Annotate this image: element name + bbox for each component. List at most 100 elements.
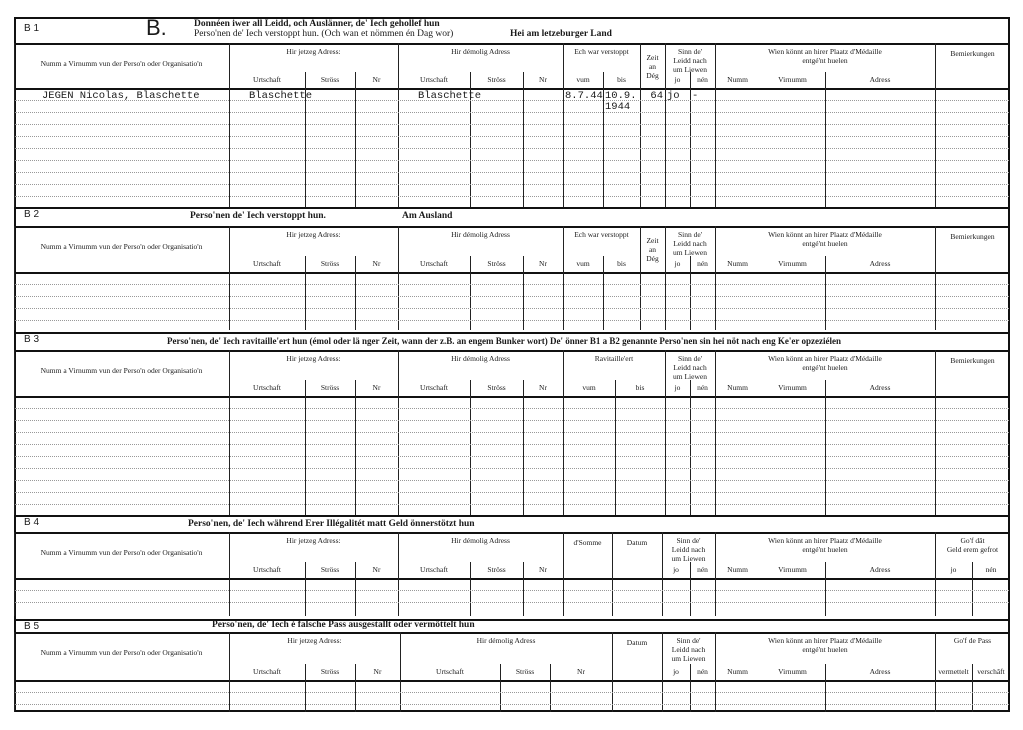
column-divider [935,43,936,208]
header-bottom-line [14,680,1010,682]
header-top-line [14,226,1010,228]
column-divider [229,632,230,712]
column-divider [665,226,666,330]
column-subheader: Numm [727,75,748,84]
row-line [15,124,1009,125]
column-subheader: Urtschaft [253,259,281,268]
row-line [15,590,1009,591]
row-line [15,296,1009,297]
column-subheader: bis [635,383,645,392]
column-group-header: Go'f de Pass [953,636,992,645]
table-cell: 10.9. 1944 [605,90,637,113]
table-cell: Blaschette [418,90,482,102]
table-cell: 8.7.44 [565,90,603,102]
header-bottom-line [14,396,1010,398]
subcolumn-divider [355,72,356,208]
column-subheader: Ströss [320,75,340,84]
column-subheader: Ströss [320,565,340,574]
column-subheader: Ströss [487,383,506,392]
row-line [15,480,1009,481]
column-subheader: Urtschaft [436,667,464,676]
subcolumn-divider [355,664,356,712]
column-divider [715,632,716,712]
column-header: Numm a Virnumm vun der Perso'n oder Orga… [40,648,203,657]
column-subheader: Urtschaft [253,75,281,84]
section-id: B 3 [24,334,40,345]
row-line [15,468,1009,469]
column-header: Bemierkungen [950,49,995,58]
column-divider [400,632,401,712]
column-group-header: Wien könnt an hirer Plaatz d'Médaille en… [768,536,882,554]
subcolumn-divider [355,256,356,330]
column-subheader: Urtschaft [420,383,448,392]
column-divider [229,43,230,208]
section-title: Perso'nen, de' Iech während Erer Illégal… [188,519,475,529]
column-subheader: Numm [727,565,748,574]
column-group-header: Hir démolig Adress [451,536,510,545]
subcolumn-divider [470,256,471,330]
row-line [15,136,1009,137]
column-subheader: Adress [869,259,891,268]
column-divider [935,532,936,616]
subcolumn-divider [470,380,471,516]
row-line [15,184,1009,185]
column-subheader: jo [674,383,681,392]
form-frame [14,17,1010,712]
section-title-right: Hei am letzeburger Land [510,29,612,39]
column-subheader: jo [950,565,957,574]
row-line [15,172,1009,173]
column-subheader: Nr [539,259,547,268]
section-title: Perso'nen, de' Iech ravitaille'ert hun (… [167,336,841,346]
subcolumn-divider [825,380,826,516]
column-divider [715,350,716,516]
row-line [15,308,1009,309]
section-id: B 1 [24,23,40,34]
column-divider [662,532,663,616]
subcolumn-divider [500,664,501,712]
column-subheader: vum [582,383,596,392]
column-group-header: Sinn de' Leidd nach um Liewen [671,536,706,563]
row-line [15,492,1009,493]
column-group-header: Hir démolig Adress [451,230,510,239]
column-header: Numm a Virnumm vun der Perso'n oder Orga… [40,548,203,557]
column-header: Bemierkungen [950,232,995,241]
subcolumn-divider [523,256,524,330]
column-subheader: vermettelt [938,667,969,676]
column-group-header: Sinn de' Leidd nach um Liewen [673,354,707,381]
column-header: Datum [626,638,648,647]
header-top-line [14,350,1010,352]
column-subheader: vum [576,259,590,268]
column-header: Zeit an Dég [646,236,659,263]
row-line [15,456,1009,457]
column-divider [14,632,15,712]
subcolumn-divider [523,72,524,208]
column-divider [398,532,399,616]
row-line [15,160,1009,161]
column-subheader: jo [674,259,681,268]
section-title-line2: Perso'nen de' Iech verstoppt hun. (Och w… [194,29,454,39]
column-subheader: Nr [372,383,381,392]
subcolumn-divider [550,664,551,712]
header-bottom-line [14,88,1010,90]
row-line [15,504,1009,505]
column-subheader: vum [576,75,590,84]
row-line [15,320,1009,321]
section-divider [14,207,1010,209]
column-group-header: Wien könnt an hirer Plaatz d'Médaille en… [768,230,882,248]
column-subheader: Ströss [487,75,506,84]
section-id: B 2 [24,209,40,220]
table-cell: - [692,90,699,102]
column-subheader: Ströss [515,667,535,676]
subcolumn-divider [305,664,306,712]
column-subheader: Nr [372,259,381,268]
subcolumn-divider [355,380,356,516]
subcolumn-divider [825,256,826,330]
row-line [15,196,1009,197]
column-subheader: verschâft [977,667,1005,676]
header-top-line [14,43,1010,45]
column-group-header: Hir démolig Adress [451,47,510,56]
column-header: Numm a Virnumm vun der Perso'n oder Orga… [40,59,203,68]
column-group-header: Hir jetzeg Adress: [286,230,341,239]
column-group-header: Ravitaille'ert [594,354,634,363]
subcolumn-divider [690,72,691,208]
